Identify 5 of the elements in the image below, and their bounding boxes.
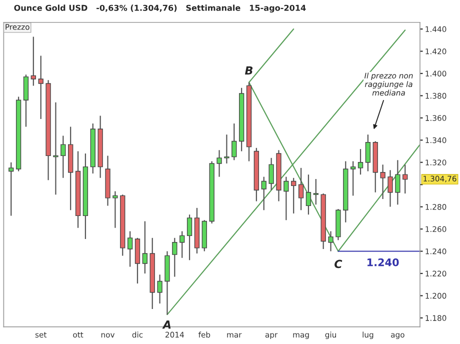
- annotation: C: [334, 260, 342, 268]
- annotation: A: [162, 320, 171, 329]
- chart-title: Ounce Gold USD -0,63% (1.304,76) Settimanale 15-ago-2014: [14, 4, 306, 13]
- annotation: B: [245, 66, 253, 74]
- annotation: 1.240: [368, 258, 399, 266]
